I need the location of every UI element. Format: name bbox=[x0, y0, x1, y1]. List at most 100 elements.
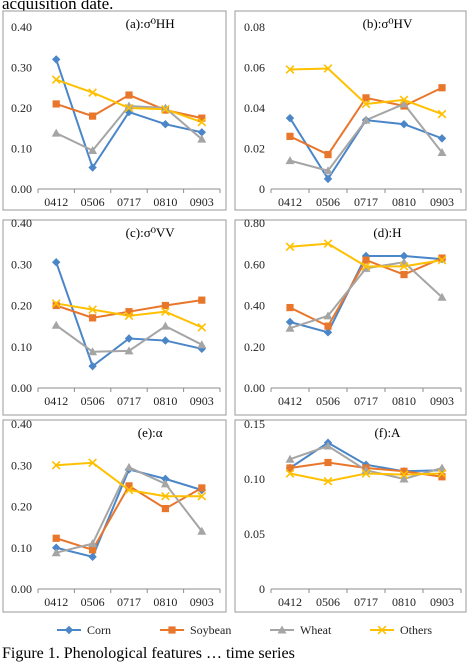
data-point-soybean bbox=[198, 114, 206, 122]
x-tick-label: 0412 bbox=[44, 595, 68, 609]
x-marker-stroke bbox=[323, 64, 333, 73]
data-point-others bbox=[361, 469, 371, 478]
chart-panel: 0.00 0.10 0.20 0.30 0.40 0412 0506 0717 0810 0903… bbox=[2, 417, 227, 613]
x-marker-stroke bbox=[161, 491, 170, 501]
data-point-soybean bbox=[438, 254, 446, 262]
legend-marker bbox=[277, 625, 287, 634]
x-tick-label: 0717 bbox=[117, 195, 141, 209]
legend-marker bbox=[168, 626, 176, 634]
data-point-others bbox=[323, 64, 333, 73]
data-point-corn bbox=[197, 128, 206, 137]
y-tick-label: 0.00 bbox=[244, 381, 265, 395]
y-tick-label: 0.02 bbox=[244, 142, 265, 156]
y-tick-label: 0.00 bbox=[11, 582, 32, 596]
panel-title: (b):σ⁰HV bbox=[363, 16, 413, 31]
data-point-others bbox=[124, 311, 134, 321]
data-point-others bbox=[361, 261, 371, 271]
top-caption-fragment: acquisition date. bbox=[2, 0, 114, 13]
data-point-others bbox=[161, 491, 170, 501]
x-marker-stroke bbox=[124, 311, 134, 321]
data-point-wheat bbox=[323, 441, 333, 450]
legend-item: Soybean bbox=[160, 623, 231, 637]
x-marker-stroke bbox=[161, 307, 170, 317]
x-marker-stroke bbox=[124, 485, 134, 495]
y-tick-label: 0.20 bbox=[244, 340, 265, 354]
data-point-corn bbox=[437, 134, 447, 143]
panel-title: (f):A bbox=[374, 425, 401, 440]
data-point-corn bbox=[52, 543, 61, 552]
data-point-corn bbox=[399, 120, 409, 129]
x-tick-label: 0903 bbox=[190, 595, 214, 609]
x-marker-stroke bbox=[124, 103, 134, 113]
data-point-others bbox=[51, 75, 61, 85]
x-marker-stroke bbox=[51, 460, 61, 470]
chart-panel: 0.00 0.10 0.20 0.30 0.40 0412 0506 0717 0810 0903… bbox=[2, 10, 227, 211]
y-tick-label: 0.80 bbox=[244, 216, 265, 230]
data-point-corn bbox=[399, 251, 409, 261]
data-point-wheat bbox=[124, 346, 134, 355]
data-point-others bbox=[399, 470, 409, 479]
chart-panel: 0.00 0.10 0.20 0.30 0.40 0412 0506 0717 0810 0903… bbox=[2, 216, 227, 416]
x-tick-label: 0810 bbox=[392, 195, 416, 209]
data-point-others bbox=[285, 242, 295, 252]
y-tick-label: 0.30 bbox=[11, 458, 32, 472]
data-point-corn bbox=[52, 257, 61, 267]
data-point-corn bbox=[124, 107, 134, 117]
data-point-wheat bbox=[197, 340, 207, 349]
panel-border bbox=[234, 419, 467, 613]
data-point-others bbox=[361, 99, 371, 109]
data-point-soybean bbox=[362, 94, 370, 102]
x-marker-stroke bbox=[399, 95, 409, 105]
data-point-soybean bbox=[400, 270, 408, 279]
x-tick-label: 0717 bbox=[354, 195, 378, 209]
chart-panel: 0 0.02 0.04 0.06 0.08 0412 0506 0717 0810 0903 (b)… bbox=[234, 10, 467, 211]
data-point-soybean bbox=[89, 546, 97, 554]
panel-border bbox=[2, 10, 227, 211]
data-point-corn bbox=[52, 55, 61, 64]
x-tick-label: 0717 bbox=[117, 595, 141, 609]
x-tick-label: 0810 bbox=[153, 595, 177, 609]
data-point-wheat bbox=[285, 323, 295, 332]
data-point-others bbox=[161, 104, 170, 114]
x-tick-label: 0412 bbox=[278, 595, 302, 609]
y-tick-label: 0.10 bbox=[244, 472, 265, 486]
data-point-others bbox=[197, 491, 207, 501]
data-point-soybean bbox=[125, 91, 133, 99]
data-point-wheat bbox=[124, 462, 134, 471]
x-marker-stroke bbox=[323, 239, 333, 248]
data-point-soybean bbox=[286, 303, 294, 312]
x-tick-label: 0412 bbox=[278, 195, 302, 209]
x-tick-label: 0506 bbox=[81, 595, 105, 609]
y-tick-label: 0.40 bbox=[11, 417, 32, 431]
data-point-wheat bbox=[88, 146, 98, 155]
data-point-soybean bbox=[161, 504, 169, 513]
data-point-corn bbox=[124, 334, 134, 343]
data-point-wheat bbox=[361, 115, 371, 124]
y-tick-label: 0.30 bbox=[11, 257, 32, 271]
data-point-corn bbox=[161, 474, 170, 484]
x-tick-label: 0810 bbox=[392, 595, 416, 609]
data-point-others bbox=[399, 261, 409, 271]
y-tick-label: 0 bbox=[259, 182, 265, 196]
data-point-soybean bbox=[125, 482, 133, 490]
data-point-wheat bbox=[437, 463, 447, 472]
legend-item: Corn bbox=[57, 623, 111, 637]
x-tick-label: 0506 bbox=[316, 595, 340, 609]
x-tick-label: 0506 bbox=[316, 195, 340, 209]
x-marker-stroke bbox=[197, 117, 207, 127]
data-point-soybean bbox=[198, 484, 206, 492]
data-point-soybean bbox=[52, 100, 60, 108]
x-tick-label: 0717 bbox=[354, 394, 378, 408]
data-point-soybean bbox=[400, 467, 408, 475]
data-point-soybean bbox=[125, 308, 133, 316]
x-marker-stroke bbox=[51, 75, 61, 85]
data-point-others bbox=[51, 299, 61, 308]
y-tick-label: 0.40 bbox=[11, 216, 32, 230]
data-point-others bbox=[124, 485, 134, 495]
x-tick-label: 0903 bbox=[430, 595, 454, 609]
data-point-wheat bbox=[399, 99, 409, 108]
x-marker-stroke bbox=[51, 299, 61, 308]
x-marker-stroke bbox=[361, 469, 371, 478]
y-tick-label: 0.30 bbox=[11, 61, 32, 75]
y-tick-label: 0.60 bbox=[244, 257, 265, 271]
